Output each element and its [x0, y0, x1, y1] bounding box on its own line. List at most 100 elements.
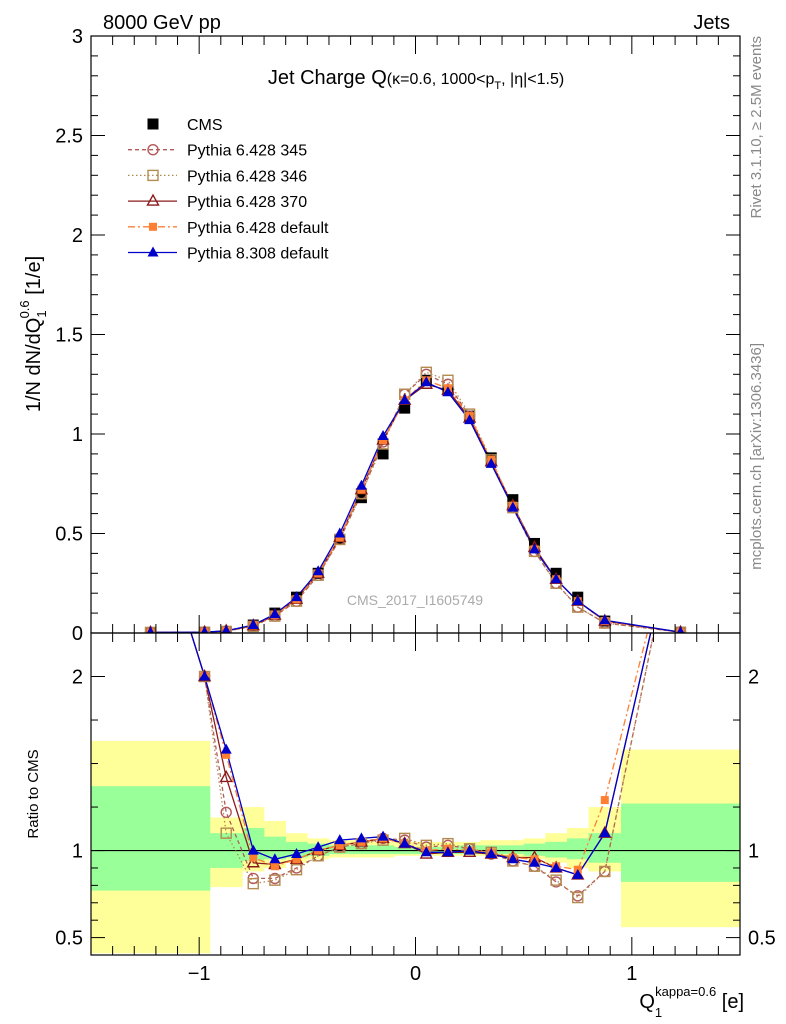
- ratio-series-point-4: [292, 855, 301, 864]
- chart-title-detail: (κ=0.6, 1000<p: [387, 71, 495, 88]
- chart-title: Jet Charge Q(κ=0.6, 1000<pT, |η|<1.5): [268, 67, 564, 92]
- ratio-series-point-1: [220, 806, 232, 818]
- top-y-tick-label: 0: [72, 623, 83, 645]
- top-y-tick-label: 3: [72, 26, 83, 48]
- ratio-series-point-5: [355, 832, 367, 843]
- ratio-series-point-5: [312, 841, 324, 852]
- ratio-series-point-4: [249, 853, 258, 862]
- ratio-panel: 0.5 0.5 1 1 2 2 −1 0 1: [55, 632, 776, 985]
- ratio-series-point-3: [246, 855, 260, 868]
- series-point-5: [442, 386, 454, 397]
- series-point-5: [312, 565, 324, 576]
- ratio-series-point-5: [220, 743, 232, 754]
- top-y-tick-label: 2.5: [55, 126, 83, 148]
- top-y-tick-label: 0.5: [55, 524, 83, 546]
- ratio-y-tick-label-right: 2: [748, 667, 759, 689]
- ratio-series-point-2: [599, 865, 611, 878]
- series-point-5: [485, 457, 497, 468]
- ratio-series-point-4: [270, 862, 279, 871]
- ratio-series-line-1: [190, 633, 655, 897]
- series-point-5: [550, 573, 562, 584]
- legend-label: Pythia 6.428 default: [187, 220, 329, 237]
- series-point-2: [420, 366, 433, 379]
- x-tick-label: 0: [410, 963, 421, 985]
- cms-data-point: [377, 448, 389, 460]
- ratio-series-point-5: [528, 856, 540, 867]
- legend-label: Pythia 6.428 346: [187, 168, 307, 185]
- x-axis-label-sub: 1: [655, 1005, 662, 1020]
- ratio-series-point-5: [269, 853, 281, 864]
- ratio-y-tick-label-right: 0.5: [748, 928, 776, 950]
- ratio-series-point-5: [199, 670, 211, 681]
- uncertainty-band-inner: [350, 845, 373, 855]
- legend-label: CMS: [187, 117, 223, 134]
- top-y-tick-label: 2: [72, 225, 83, 247]
- ratio-y-tick-label-right: 1: [748, 841, 759, 863]
- ratio-series-point-2: [247, 877, 259, 890]
- chart-title-main: Jet Charge Q: [268, 67, 387, 89]
- ratio-series-point-2: [550, 874, 562, 886]
- header-process-label: Jets: [693, 12, 730, 34]
- ratio-series-point-4: [335, 841, 344, 850]
- ratio-y-tick-label: 1: [72, 841, 83, 863]
- ratio-series-point-5: [420, 846, 432, 857]
- series-point-5: [599, 614, 611, 625]
- analysis-watermark: CMS_2017_I1605749: [347, 592, 483, 608]
- ratio-series-point-4: [600, 796, 609, 805]
- ratio-series-point-5: [507, 853, 519, 864]
- uncertainty-band-inner: [502, 845, 524, 855]
- ratio-series-point-5: [599, 827, 611, 838]
- ratio-series-point-5: [572, 868, 584, 879]
- uncertainty-band-inner: [264, 836, 286, 860]
- series-point-5: [464, 414, 476, 425]
- legend-marker: [149, 222, 157, 231]
- ratio-plot-area: [91, 633, 740, 954]
- series-point-5: [247, 619, 259, 630]
- cms-data-point: [355, 492, 367, 504]
- series-point-5: [420, 376, 432, 387]
- legend-label: Pythia 6.428 345: [187, 143, 307, 160]
- top-y-tick-label: 1: [72, 424, 83, 446]
- series-point-5: [146, 626, 155, 633]
- mcplots-info-label: mcplots.cern.ch [arXiv:1306.3436]: [748, 343, 765, 570]
- legend: CMS Pythia 6.428 345 Pythia 6.428 346 Pythi…: [128, 117, 329, 263]
- legend-label: Pythia 8.308 default: [187, 246, 329, 263]
- series-point-5: [399, 394, 411, 405]
- cms-data-point: [399, 402, 411, 414]
- x-axis-label-unit: [e]: [716, 991, 744, 1013]
- header-energy-label: 8000 GeV pp: [103, 12, 221, 34]
- top-y-axis-label-sup: 0.6: [17, 300, 32, 318]
- series-point-5: [200, 626, 209, 633]
- ratio-series-point-5: [247, 844, 259, 855]
- uncertainty-band-inner: [372, 845, 395, 855]
- x-axis-label-main: Q: [639, 991, 655, 1013]
- ratio-series-point-5: [485, 848, 497, 859]
- uncertainty-band-inner: [621, 803, 740, 882]
- ratio-series-point-5: [291, 848, 303, 859]
- series-point-5: [507, 501, 519, 512]
- ratio-series-point-5: [334, 834, 346, 845]
- distribution-plot-area: [144, 366, 687, 633]
- ratio-series-point-2: [572, 891, 584, 904]
- legend-marker: [147, 143, 159, 156]
- legend-label: Pythia 6.428 370: [187, 194, 307, 211]
- chart-title-sub: T: [494, 80, 501, 92]
- chart-title-tail: , |η|<1.5): [501, 71, 564, 88]
- top-y-tick-label: 1.5: [55, 325, 83, 347]
- ratio-series-point-5: [464, 844, 476, 855]
- uncertainty-band-inner: [545, 841, 568, 858]
- series-point-5: [334, 527, 346, 538]
- top-y-axis-label-unit: [1/e]: [23, 256, 45, 300]
- legend-marker: [147, 246, 159, 257]
- x-tick-label: −1: [188, 963, 211, 985]
- ratio-series-point-5: [377, 830, 389, 841]
- top-y-axis-label: 1/N dN/dQ10.6 [1/e]: [17, 256, 49, 412]
- legend-marker: [147, 169, 159, 182]
- series-point-5: [355, 479, 367, 490]
- legend-marker: [147, 118, 159, 130]
- ratio-series-point-2: [269, 874, 281, 886]
- ratio-y-axis-label: Ratio to CMS: [25, 749, 42, 838]
- x-axis-label: Q1 kappa=0.6 [e]: [639, 984, 744, 1020]
- series-point-5: [221, 624, 231, 633]
- ratio-y-tick-label: 0.5: [55, 928, 83, 950]
